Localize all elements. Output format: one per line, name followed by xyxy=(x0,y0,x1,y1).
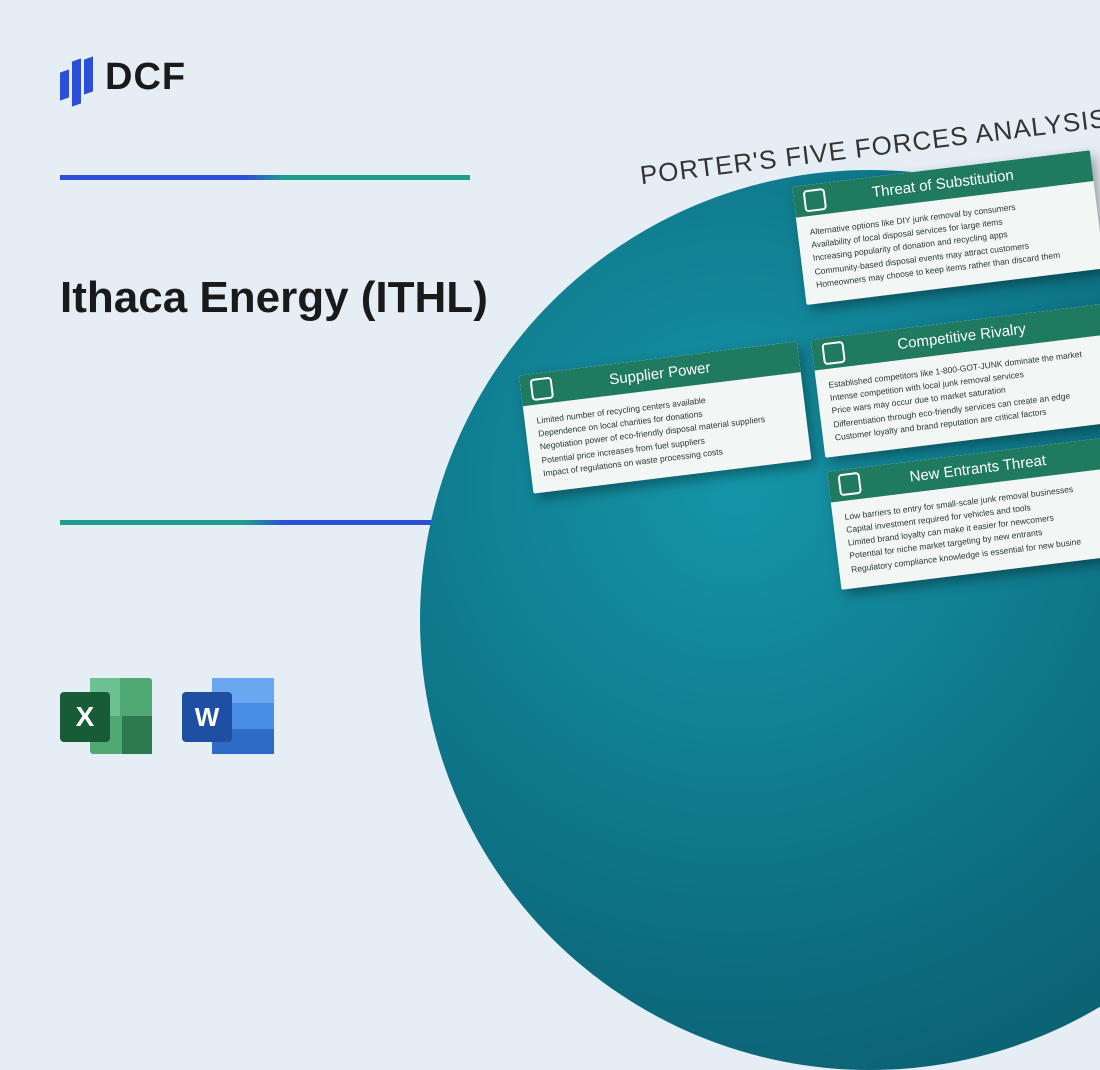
clock-icon xyxy=(821,340,846,365)
people-icon xyxy=(837,472,862,497)
file-icons-row: X W xyxy=(60,670,274,762)
logo: DCF xyxy=(60,50,186,105)
excel-letter: X xyxy=(60,692,110,742)
logo-bars-icon xyxy=(60,50,93,105)
card-rivalry: Competitive Rivalry Established competit… xyxy=(811,303,1100,458)
logo-text: DCF xyxy=(105,56,186,99)
card-supplier: Supplier Power Limited number of recycli… xyxy=(519,341,811,493)
analysis-panel: PORTER'S FIVE FORCES ANALYSIS Threat of … xyxy=(495,100,1100,625)
word-icon[interactable]: W xyxy=(182,670,274,762)
card-supplier-title: Supplier Power xyxy=(608,359,711,388)
bottom-divider xyxy=(60,520,470,525)
top-divider xyxy=(60,175,470,180)
refresh-icon xyxy=(803,187,828,212)
card-substitution: Threat of Substitution Alternative optio… xyxy=(792,150,1100,305)
word-letter: W xyxy=(182,692,232,742)
grid-spacer xyxy=(500,189,795,362)
page-title: Ithaca Energy (ITHL) xyxy=(60,270,488,325)
excel-icon[interactable]: X xyxy=(60,670,152,762)
link-icon xyxy=(529,376,554,401)
